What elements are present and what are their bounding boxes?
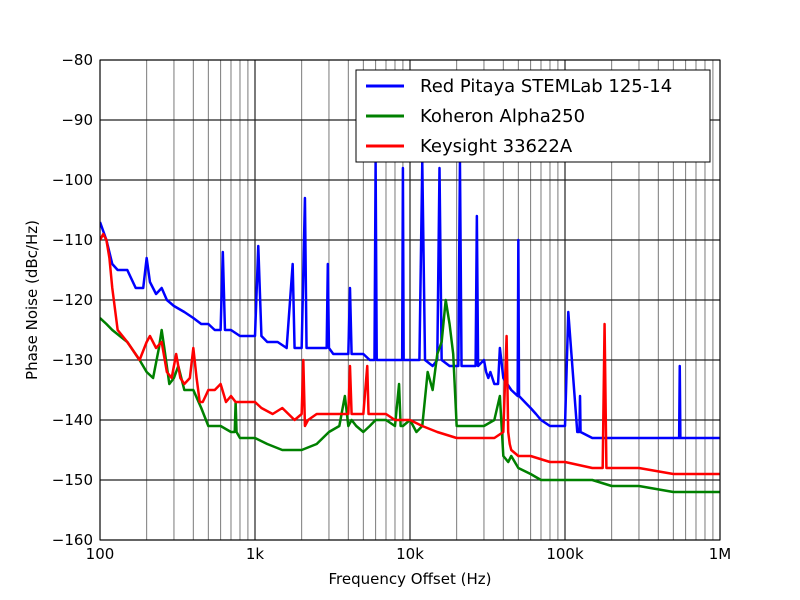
legend-box — [355, 69, 711, 163]
series-group — [100, 160, 720, 494]
series-line-0 — [100, 160, 720, 440]
y-tick-label: −100 — [52, 171, 93, 189]
x-axis-label: Frequency Offset (Hz) — [329, 570, 492, 588]
x-tick-label: 100k — [546, 545, 584, 563]
y-tick-label: −80 — [61, 51, 93, 69]
y-axis-label: Phase Noise (dBc/Hz) — [23, 220, 41, 380]
y-tick-label: −160 — [52, 531, 93, 549]
legend: Red Pitaya STEMLab 125-14 Koheron Alpha2… — [355, 69, 711, 163]
y-tick-label: −140 — [52, 411, 93, 429]
series-line-2 — [100, 232, 720, 476]
plot-frame — [99, 59, 721, 541]
x-tick-label: 10k — [396, 545, 424, 563]
x-tick-label: 1M — [709, 545, 732, 563]
x-tick-label: 100 — [86, 545, 115, 563]
y-tick-label: −130 — [52, 351, 93, 369]
legend-label-koheron: Koheron Alpha250 — [420, 106, 585, 127]
y-tick-label: −110 — [52, 231, 93, 249]
x-tick-label: 1k — [246, 545, 265, 563]
ticks: 100 1k 10k 100k 1M −80 −90 −100 −110 −120 −130 −140… — [52, 51, 731, 563]
y-tick-label: −150 — [52, 471, 93, 489]
y-tick-label: −120 — [52, 291, 93, 309]
legend-label-red-pitaya: Red Pitaya STEMLab 125-14 — [420, 76, 672, 97]
legend-label-keysight: Keysight 33622A — [420, 136, 573, 157]
y-tick-label: −90 — [61, 111, 93, 129]
